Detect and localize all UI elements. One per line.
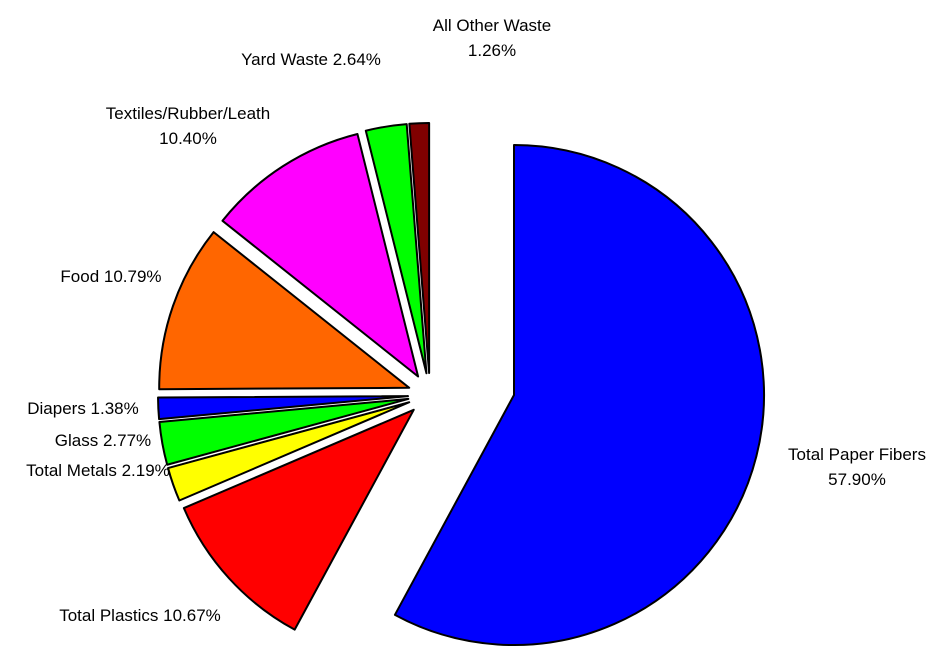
slice-label-all-other-waste: All Other Waste 1.26% [433, 16, 551, 60]
pie-slices [157, 122, 765, 646]
slice-label-food: Food 10.79% [60, 267, 161, 286]
slice-label-value: 10.40% [159, 129, 217, 148]
slice-label-total-metals: Total Metals 2.19% [26, 461, 170, 480]
slice-label-total-plastics: Total Plastics 10.67% [59, 606, 221, 625]
slice-label-yard-waste: Yard Waste 2.64% [241, 50, 381, 69]
pie-slice-diapers [157, 395, 410, 421]
pie-labels: Total Paper Fibers 57.90% Total Plastics 1… [26, 16, 926, 625]
pie-slice-all-other-waste [408, 122, 431, 375]
slice-label-value: 57.90% [828, 470, 886, 489]
slice-label-name: Total Paper Fibers [788, 445, 926, 464]
slice-label-value: 1.26% [468, 41, 516, 60]
slice-label-textiles-rubber-leath: Textiles/Rubber/Leath 10.40% [106, 104, 270, 148]
slice-label-name: All Other Waste [433, 16, 551, 35]
pie-slice-total-paper-fibers [393, 144, 765, 646]
pie-slice-food [158, 231, 411, 391]
pie-slice-total-metals [167, 401, 411, 502]
pie-slice-total-plastics [182, 408, 415, 631]
slice-label-name: Textiles/Rubber/Leath [106, 104, 270, 123]
pie-slice-textiles-rubber-leath [221, 132, 420, 378]
slice-label-glass: Glass 2.77% [55, 431, 151, 450]
pie-slice-yard-waste [364, 123, 428, 375]
slice-label-total-paper-fibers: Total Paper Fibers 57.90% [788, 445, 926, 489]
pie-slice-glass [158, 397, 410, 466]
slice-label-diapers: Diapers 1.38% [27, 399, 139, 418]
